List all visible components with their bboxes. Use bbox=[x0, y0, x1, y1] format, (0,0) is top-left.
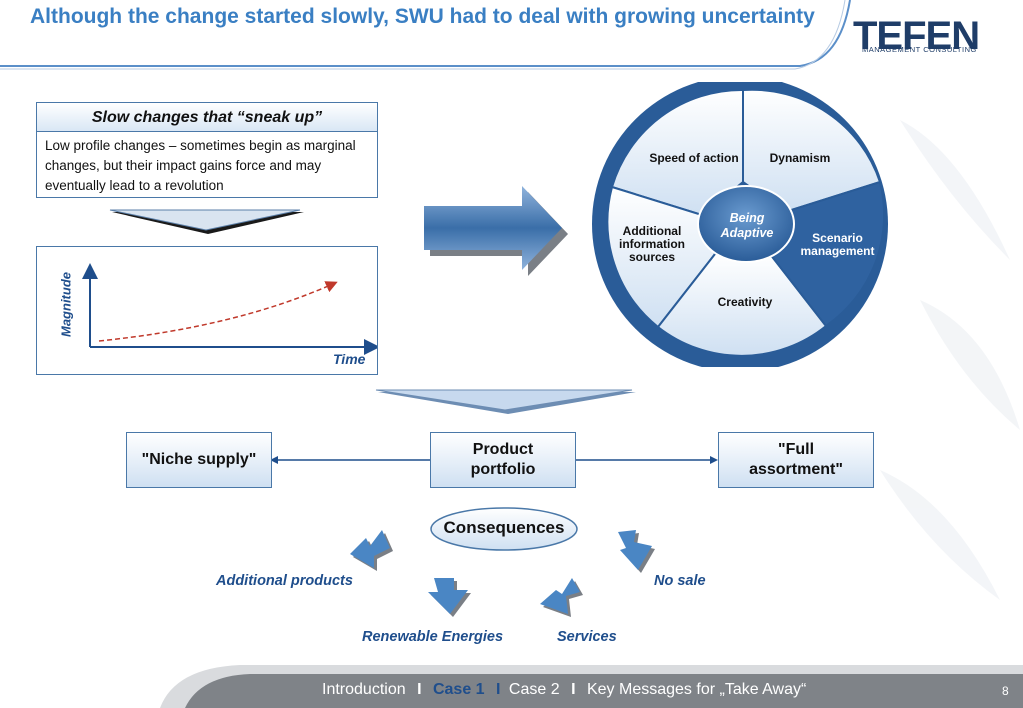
segment-dynamism: Dynamism bbox=[769, 151, 831, 165]
footer-nav: Introduction I Case 1 I Case 2 I Key Mes… bbox=[322, 681, 806, 699]
consequence-renewable-energies: Renewable Energies bbox=[362, 629, 504, 645]
segment-scenario-management: Scenario management bbox=[790, 232, 885, 258]
segment-info-line2: information bbox=[619, 237, 685, 251]
portfolio-arrows bbox=[270, 456, 718, 464]
down-arrow-icon-2 bbox=[375, 389, 636, 414]
footer-key-messages[interactable]: Key Messages for „Take Away“ bbox=[586, 681, 807, 698]
slide-title: Although the change started slowly, SWU … bbox=[30, 5, 815, 28]
segment-scenario-line1: Scenario bbox=[812, 231, 863, 245]
footer-introduction[interactable]: Introduction bbox=[322, 681, 406, 698]
wheel-center-line1: Being bbox=[729, 211, 765, 225]
slow-changes-heading: Slow changes that “sneak up” bbox=[36, 102, 378, 132]
product-portfolio-box: Product portfolio bbox=[430, 432, 576, 488]
segment-info-line1: Additional bbox=[622, 224, 682, 238]
curved-arrow-icon-4 bbox=[618, 530, 655, 573]
company-logo: TEFEN bbox=[853, 14, 980, 58]
footer-case-1[interactable]: Case 1 bbox=[432, 681, 485, 698]
graph-y-label: Magnitude bbox=[58, 272, 74, 337]
graph-x-label: Time bbox=[333, 351, 366, 367]
slow-changes-description: Low profile changes – sometimes begin as… bbox=[36, 132, 378, 198]
segment-creativity: Creativity bbox=[717, 295, 773, 309]
wheel-center-line2: Adaptive bbox=[720, 226, 774, 240]
consequence-services: Services bbox=[557, 629, 617, 645]
footer-separator-2: I bbox=[496, 681, 501, 698]
segment-speed-of-action: Speed of action bbox=[649, 151, 739, 165]
graph-axes bbox=[82, 263, 377, 355]
company-logo-subtitle: MANAGEMENT CONSULTING bbox=[862, 45, 977, 54]
growth-graph: Magnitude Time bbox=[36, 246, 378, 375]
right-arrow-icon bbox=[424, 186, 568, 276]
page-number: 8 bbox=[1002, 684, 1009, 698]
consequences-label: Consequences bbox=[443, 518, 565, 537]
full-assortment-line1: "Full bbox=[777, 441, 815, 458]
full-assortment-line2: assortment" bbox=[749, 461, 843, 478]
footer-separator-3: I bbox=[571, 681, 576, 698]
product-portfolio-line2: portfolio bbox=[470, 461, 536, 478]
being-adaptive-wheel bbox=[592, 82, 888, 367]
footer-case-2[interactable]: Case 2 bbox=[508, 681, 560, 698]
curved-arrow-icon-2 bbox=[428, 578, 471, 617]
curved-arrow-icon-1 bbox=[350, 530, 393, 571]
curved-arrow-icon-3 bbox=[540, 578, 583, 617]
consequences-ellipse bbox=[430, 507, 578, 551]
niche-supply-box: "Niche supply" bbox=[126, 432, 272, 488]
consequence-additional-products: Additional products bbox=[216, 573, 353, 589]
consequence-no-sale: No sale bbox=[654, 573, 706, 589]
segment-scenario-line2: management bbox=[800, 244, 875, 258]
product-portfolio-line1: Product bbox=[472, 441, 534, 458]
segment-info-line3: sources bbox=[628, 250, 676, 264]
footer-separator-1: I bbox=[417, 681, 422, 698]
segment-additional-information: Additional information sources bbox=[607, 225, 697, 264]
down-arrow-icon bbox=[109, 209, 304, 234]
wheel-center-being-adaptive: Being Adaptive bbox=[706, 211, 788, 241]
full-assortment-box: "Full assortment" bbox=[718, 432, 874, 488]
